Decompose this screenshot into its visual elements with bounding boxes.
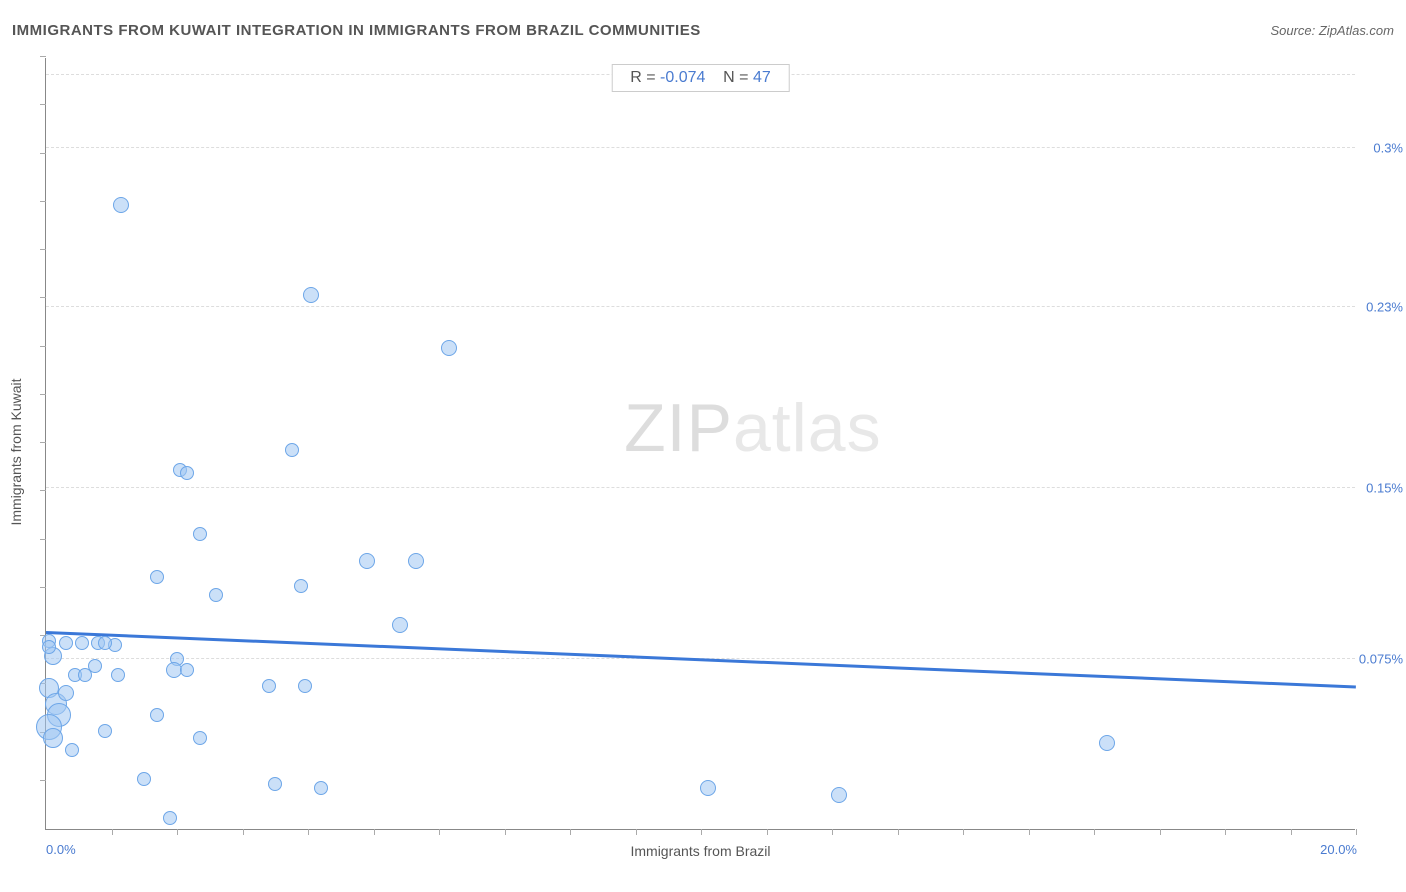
data-point (298, 679, 312, 693)
data-point (193, 731, 207, 745)
data-point (150, 570, 164, 584)
data-point (42, 640, 56, 654)
y-tick (40, 297, 46, 298)
gridline (46, 147, 1355, 148)
y-tick (40, 490, 46, 491)
data-point (65, 743, 79, 757)
x-max-label: 20.0% (1320, 842, 1357, 857)
y-tick (40, 346, 46, 347)
x-tick (439, 829, 440, 835)
data-point (303, 287, 319, 303)
x-tick (898, 829, 899, 835)
x-tick (1029, 829, 1030, 835)
y-tick (40, 539, 46, 540)
r-value: -0.074 (660, 69, 705, 86)
data-point (137, 772, 151, 786)
y-tick-label: 0.15% (1357, 481, 1403, 496)
data-point (150, 708, 164, 722)
x-tick (308, 829, 309, 835)
data-point (43, 728, 63, 748)
data-point (408, 553, 424, 569)
x-tick (1160, 829, 1161, 835)
data-point (58, 685, 74, 701)
y-tick (40, 587, 46, 588)
watermark: ZIPatlas (624, 389, 881, 467)
x-tick (767, 829, 768, 835)
source-link[interactable]: ZipAtlas.com (1319, 23, 1394, 38)
y-tick (40, 104, 46, 105)
r-label: R = (630, 69, 660, 86)
data-point (78, 668, 92, 682)
data-point (359, 553, 375, 569)
data-point (262, 679, 276, 693)
x-tick (1225, 829, 1226, 835)
data-point (314, 781, 328, 795)
x-axis-label: Immigrants from Brazil (630, 843, 770, 859)
x-tick (374, 829, 375, 835)
y-tick-label: 0.23% (1357, 299, 1403, 314)
data-point (98, 724, 112, 738)
x-tick (243, 829, 244, 835)
data-point (294, 579, 308, 593)
y-tick (40, 780, 46, 781)
data-point (98, 636, 112, 650)
x-tick (1356, 829, 1357, 835)
chart-header: IMMIGRANTS FROM KUWAIT INTEGRATION IN IM… (12, 22, 1394, 39)
gridline (46, 487, 1355, 488)
data-point (441, 340, 457, 356)
data-point (180, 466, 194, 480)
data-point (163, 811, 177, 825)
y-tick-label: 0.075% (1357, 651, 1403, 666)
data-point (209, 588, 223, 602)
y-tick (40, 442, 46, 443)
y-tick (40, 249, 46, 250)
chart-title: IMMIGRANTS FROM KUWAIT INTEGRATION IN IM… (12, 22, 701, 39)
data-point (285, 443, 299, 457)
x-tick (505, 829, 506, 835)
y-tick (40, 394, 46, 395)
data-point (268, 777, 282, 791)
x-tick (570, 829, 571, 835)
y-tick (40, 201, 46, 202)
x-tick (112, 829, 113, 835)
x-tick (636, 829, 637, 835)
stats-box: R = -0.074 N = 47 (611, 64, 790, 92)
data-point (111, 668, 125, 682)
data-point (1099, 735, 1115, 751)
y-tick (40, 56, 46, 57)
x-tick (701, 829, 702, 835)
trendline (46, 631, 1356, 688)
source-prefix: Source: (1270, 23, 1318, 38)
n-label: N = (723, 69, 753, 86)
scatter-chart: ZIPatlas R = -0.074 N = 47 Immigrants fr… (45, 58, 1355, 830)
y-tick-label: 0.3% (1357, 140, 1403, 155)
x-tick (832, 829, 833, 835)
x-tick (1291, 829, 1292, 835)
gridline (46, 306, 1355, 307)
x-tick (1094, 829, 1095, 835)
data-point (700, 780, 716, 796)
n-value: 47 (753, 69, 771, 86)
x-tick (177, 829, 178, 835)
x-min-label: 0.0% (46, 842, 76, 857)
y-tick (40, 153, 46, 154)
data-point (113, 197, 129, 213)
data-point (392, 617, 408, 633)
data-point (193, 527, 207, 541)
data-point (59, 636, 73, 650)
chart-source: Source: ZipAtlas.com (1270, 23, 1394, 38)
y-axis-label: Immigrants from Kuwait (8, 378, 24, 525)
data-point (75, 636, 89, 650)
data-point (180, 663, 194, 677)
data-point (831, 787, 847, 803)
x-tick (963, 829, 964, 835)
